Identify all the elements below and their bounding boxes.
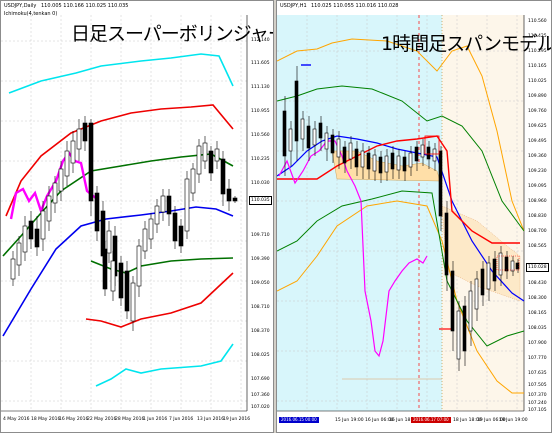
hourly-chart-window[interactable]: USDJPY,H1 110.025 110.055 110.016 110.02…: [276, 0, 552, 433]
chikou-span-line: [9, 151, 98, 220]
axis-price-tick: 107.370: [528, 393, 547, 398]
axis-price-tick: 108.025: [251, 353, 270, 358]
axis-date-tick: 18 Jun 18:00: [453, 418, 482, 423]
axis-date-tick: 16 Jun 06:00: [365, 418, 394, 423]
axis-price-tick: 109.230: [528, 169, 547, 174]
axis-price-tick: 109.050: [251, 281, 270, 286]
axis-date-tick: 19 Jun 2016: [223, 417, 251, 422]
axis-date-tick: 18 May 2016: [31, 417, 61, 422]
axis-price-tick: 109.095: [528, 184, 547, 189]
red-span-line: [277, 135, 520, 244]
bb-outer-lower-line: [277, 200, 524, 394]
chart-quote-label: 110.005 110.166 110.025 110.035: [41, 3, 129, 9]
indicator-label: Ichimoku(4,tenkan 0): [4, 11, 58, 17]
axis-price-tick: 108.960: [528, 199, 547, 204]
daily-chart-canvas: [1, 15, 248, 412]
axis-price-tick: 109.495: [528, 139, 547, 144]
axis-price-tick: 107.635: [528, 371, 547, 376]
axis-price-tick: 110.425: [528, 34, 547, 39]
bb-mid-upper-line: [277, 85, 525, 232]
highlight-box: [424, 135, 440, 155]
hourly-chart-canvas: [277, 15, 525, 412]
axis-date-tick: 1 Jun 2016: [143, 417, 168, 422]
axis-price-tick: 109.890: [528, 94, 547, 99]
chart-headline: 日足スーパーボリンジャー: [71, 23, 274, 45]
axis-price-tick: 110.030: [251, 181, 270, 186]
axis-price-tick: 108.300: [528, 296, 547, 301]
axis-price-tick: 109.390: [251, 257, 270, 262]
lower-band3-line: [95, 343, 234, 387]
axis-date-tick: 19 Jun 06:00: [477, 418, 506, 423]
axis-price-tick: 108.430: [528, 281, 547, 286]
axis-price-tick: 110.955: [251, 109, 270, 114]
axis-price-tick: 107.690: [251, 377, 270, 382]
axis-price-tick: 110.295: [528, 49, 547, 54]
axis-price-tick: 110.025: [528, 79, 547, 84]
date-marker-tag: 2016.06.15 00:00: [279, 417, 319, 423]
axis-price-tick: 110.235: [251, 157, 270, 162]
chart-headline: 1時間足スパンモデル: [381, 33, 552, 55]
axis-price-tick: 109.760: [528, 109, 547, 114]
axis-price-tick: 107.505: [528, 383, 547, 388]
axis-price-tick: 108.700: [528, 229, 547, 234]
axis-date-tick: 16 May 2016: [59, 417, 89, 422]
axis-date-tick: 19 Jun 19:00: [499, 418, 528, 423]
bb-mid-lower-line: [277, 190, 525, 347]
axis-date-tick: 22 May 2016: [87, 417, 117, 422]
axis-price-tick: 107.105: [528, 408, 547, 413]
axis-price-tick: 107.770: [528, 356, 547, 361]
axis-price-tick: 107.020: [251, 405, 270, 410]
axis-date-tick: 7 Jun 2016: [169, 417, 194, 422]
axis-price-tick: 107.900: [528, 341, 547, 346]
current-price-label: 110.028: [526, 263, 549, 272]
chart-quote-label: 110.025 110.055 110.016 110.028: [311, 3, 399, 9]
axis-price-tick: 108.565: [528, 244, 547, 249]
axis-price-tick: 110.560: [251, 133, 270, 138]
axis-price-tick: 108.370: [251, 329, 270, 334]
axis-price-tick: 109.625: [528, 124, 547, 129]
current-price-label: 110.035: [249, 196, 272, 205]
axis-price-tick: 112.140: [251, 38, 270, 43]
axis-date-tick: 4 May 2016: [3, 417, 30, 422]
middle-line: [2, 206, 234, 337]
chart-symbol-label: USDJPY,H1: [280, 3, 307, 9]
upper-band2-line: [5, 104, 234, 217]
chikou-span-line: [278, 140, 428, 358]
axis-price-tick: 111.605: [251, 61, 270, 66]
axis-price-tick: 107.360: [251, 393, 270, 398]
axis-price-tick: 108.830: [528, 214, 547, 219]
axis-date-tick: 28 May 2016: [115, 417, 145, 422]
upper-band3-line: [8, 53, 234, 94]
axis-price-tick: 110.560: [528, 19, 547, 24]
daily-chart-window[interactable]: USDJPY,Daily 110.005 110.166 110.025 110…: [0, 0, 274, 433]
axis-price-tick: 111.130: [251, 85, 270, 90]
axis-price-tick: 109.710: [251, 233, 270, 238]
lower-band2-line: [85, 272, 234, 328]
axis-date-tick: 15 Jun 19:00: [335, 418, 364, 423]
axis-price-tick: 109.360: [528, 154, 547, 159]
date-marker-tag: 2016.06.17 07:00: [411, 417, 451, 423]
axis-price-tick: 108.165: [528, 311, 547, 316]
moving-average-line: [277, 135, 525, 302]
bb-outer-upper-line: [277, 38, 525, 232]
chart-symbol-label: USDJPY,Daily: [4, 3, 37, 9]
axis-price-tick: 107.240: [528, 401, 547, 406]
axis-date-tick: 16 Jun 18:00: [389, 418, 418, 423]
axis-date-tick: 13 Jun 2016: [197, 417, 225, 422]
axis-price-tick: 110.165: [528, 64, 547, 69]
axis-price-tick: 108.710: [251, 305, 270, 310]
axis-price-tick: 108.035: [528, 326, 547, 331]
